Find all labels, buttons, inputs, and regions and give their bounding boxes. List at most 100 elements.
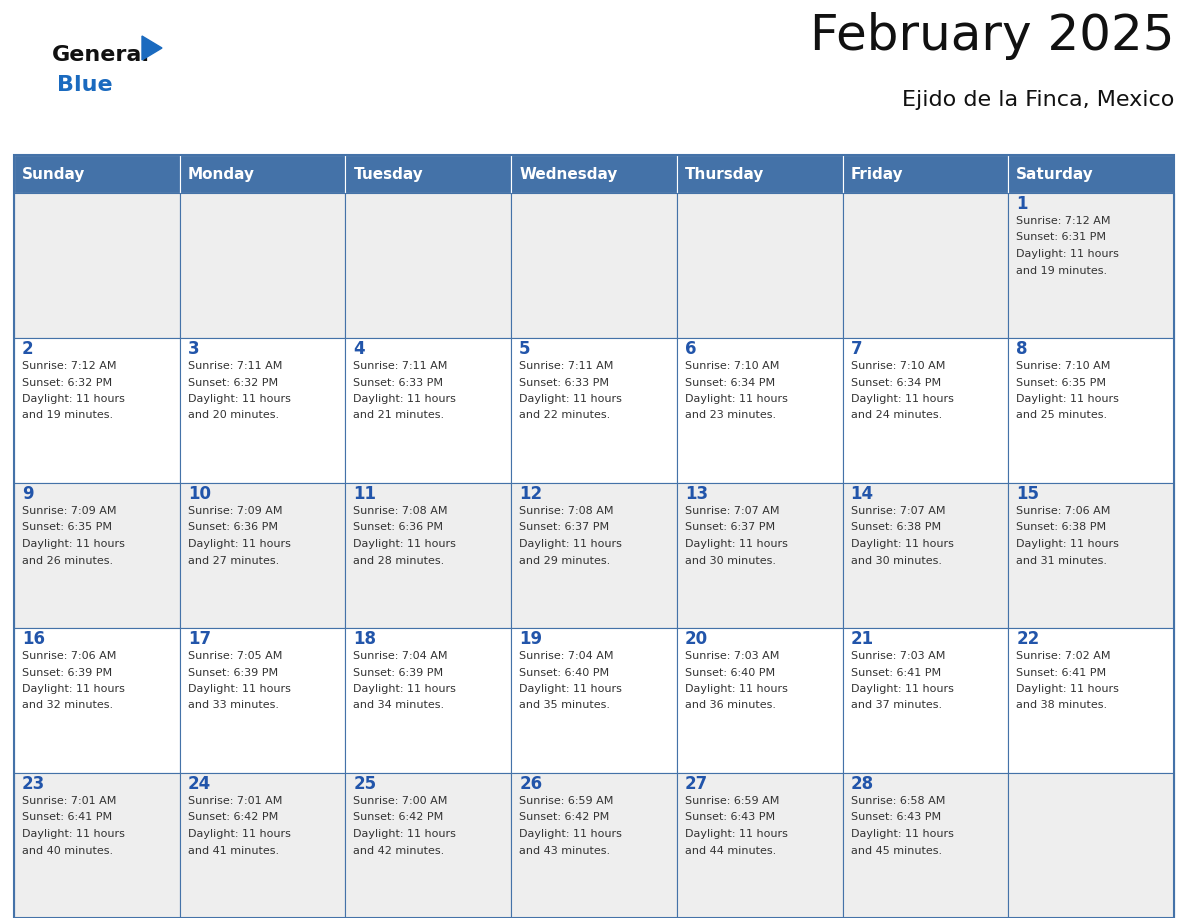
Text: Sunset: 6:38 PM: Sunset: 6:38 PM <box>1016 522 1106 532</box>
Text: Daylight: 11 hours: Daylight: 11 hours <box>684 829 788 839</box>
Bar <box>14 338 179 483</box>
Text: Sunrise: 7:07 AM: Sunrise: 7:07 AM <box>851 506 946 516</box>
Text: Sunset: 6:43 PM: Sunset: 6:43 PM <box>684 812 775 823</box>
Text: 19: 19 <box>519 630 542 648</box>
Text: Sunset: 6:35 PM: Sunset: 6:35 PM <box>23 522 112 532</box>
Text: 11: 11 <box>353 485 377 503</box>
Text: Sunrise: 6:59 AM: Sunrise: 6:59 AM <box>684 796 779 806</box>
Bar <box>511 483 677 628</box>
Bar <box>346 338 511 483</box>
Text: and 36 minutes.: and 36 minutes. <box>684 700 776 711</box>
Text: and 29 minutes.: and 29 minutes. <box>519 555 611 565</box>
Bar <box>511 155 677 193</box>
Bar <box>346 773 511 918</box>
Text: 26: 26 <box>519 775 542 793</box>
Bar <box>677 483 842 628</box>
Text: Daylight: 11 hours: Daylight: 11 hours <box>851 539 954 549</box>
Text: 5: 5 <box>519 340 531 358</box>
Text: and 25 minutes.: and 25 minutes. <box>1016 410 1107 420</box>
Text: Sunset: 6:42 PM: Sunset: 6:42 PM <box>188 812 278 823</box>
Text: Sunday: Sunday <box>23 166 86 182</box>
Text: Sunrise: 7:07 AM: Sunrise: 7:07 AM <box>684 506 779 516</box>
Text: Daylight: 11 hours: Daylight: 11 hours <box>23 539 125 549</box>
Bar <box>346 628 511 773</box>
Text: General: General <box>52 45 150 65</box>
Polygon shape <box>143 36 162 60</box>
Text: Sunrise: 7:10 AM: Sunrise: 7:10 AM <box>1016 361 1111 371</box>
Text: Daylight: 11 hours: Daylight: 11 hours <box>684 394 788 404</box>
Bar <box>179 628 346 773</box>
Text: Daylight: 11 hours: Daylight: 11 hours <box>1016 684 1119 694</box>
Bar <box>346 155 511 193</box>
Bar <box>842 193 1009 338</box>
Text: Sunset: 6:35 PM: Sunset: 6:35 PM <box>1016 377 1106 387</box>
Text: and 41 minutes.: and 41 minutes. <box>188 845 279 856</box>
Text: Sunrise: 7:08 AM: Sunrise: 7:08 AM <box>353 506 448 516</box>
Text: Ejido de la Finca, Mexico: Ejido de la Finca, Mexico <box>902 90 1174 110</box>
Text: Sunset: 6:34 PM: Sunset: 6:34 PM <box>851 377 941 387</box>
Text: and 27 minutes.: and 27 minutes. <box>188 555 279 565</box>
Bar <box>511 628 677 773</box>
Text: and 32 minutes.: and 32 minutes. <box>23 700 113 711</box>
Text: Sunset: 6:43 PM: Sunset: 6:43 PM <box>851 812 941 823</box>
Text: Daylight: 11 hours: Daylight: 11 hours <box>851 829 954 839</box>
Text: Sunset: 6:33 PM: Sunset: 6:33 PM <box>353 377 443 387</box>
Bar <box>842 155 1009 193</box>
Text: Sunset: 6:41 PM: Sunset: 6:41 PM <box>23 812 112 823</box>
Text: Daylight: 11 hours: Daylight: 11 hours <box>519 829 623 839</box>
Bar <box>511 193 677 338</box>
Text: Sunrise: 6:59 AM: Sunrise: 6:59 AM <box>519 796 613 806</box>
Bar <box>346 483 511 628</box>
Bar <box>14 155 179 193</box>
Bar <box>677 193 842 338</box>
Bar <box>511 773 677 918</box>
Text: and 37 minutes.: and 37 minutes. <box>851 700 942 711</box>
Text: Sunrise: 7:03 AM: Sunrise: 7:03 AM <box>851 651 944 661</box>
Bar <box>842 338 1009 483</box>
Text: Sunset: 6:37 PM: Sunset: 6:37 PM <box>519 522 609 532</box>
Text: 27: 27 <box>684 775 708 793</box>
Text: 28: 28 <box>851 775 873 793</box>
Text: and 33 minutes.: and 33 minutes. <box>188 700 279 711</box>
Bar <box>179 338 346 483</box>
Text: Sunrise: 7:04 AM: Sunrise: 7:04 AM <box>353 651 448 661</box>
Bar <box>14 773 179 918</box>
Text: Sunrise: 7:01 AM: Sunrise: 7:01 AM <box>23 796 116 806</box>
Text: and 30 minutes.: and 30 minutes. <box>851 555 942 565</box>
Text: 14: 14 <box>851 485 873 503</box>
Bar <box>677 773 842 918</box>
Bar <box>1009 773 1174 918</box>
Bar <box>179 155 346 193</box>
Text: Daylight: 11 hours: Daylight: 11 hours <box>519 539 623 549</box>
Text: and 34 minutes.: and 34 minutes. <box>353 700 444 711</box>
Text: and 28 minutes.: and 28 minutes. <box>353 555 444 565</box>
Text: 12: 12 <box>519 485 542 503</box>
Text: and 44 minutes.: and 44 minutes. <box>684 845 776 856</box>
Text: Sunset: 6:36 PM: Sunset: 6:36 PM <box>188 522 278 532</box>
Text: Daylight: 11 hours: Daylight: 11 hours <box>851 394 954 404</box>
Bar <box>1009 155 1174 193</box>
Text: Daylight: 11 hours: Daylight: 11 hours <box>519 394 623 404</box>
Text: Sunset: 6:42 PM: Sunset: 6:42 PM <box>353 812 443 823</box>
Bar <box>179 773 346 918</box>
Bar <box>346 193 511 338</box>
Text: 8: 8 <box>1016 340 1028 358</box>
Bar <box>842 483 1009 628</box>
Bar <box>14 155 1174 918</box>
Text: Daylight: 11 hours: Daylight: 11 hours <box>851 684 954 694</box>
Text: 13: 13 <box>684 485 708 503</box>
Text: Sunset: 6:41 PM: Sunset: 6:41 PM <box>851 667 941 677</box>
Text: Daylight: 11 hours: Daylight: 11 hours <box>188 684 291 694</box>
Text: Sunset: 6:41 PM: Sunset: 6:41 PM <box>1016 667 1106 677</box>
Text: Friday: Friday <box>851 166 903 182</box>
Text: Daylight: 11 hours: Daylight: 11 hours <box>684 539 788 549</box>
Bar <box>179 483 346 628</box>
Text: 10: 10 <box>188 485 210 503</box>
Text: Tuesday: Tuesday <box>353 166 423 182</box>
Text: February 2025: February 2025 <box>809 12 1174 60</box>
Text: 18: 18 <box>353 630 377 648</box>
Bar <box>677 628 842 773</box>
Text: 16: 16 <box>23 630 45 648</box>
Bar <box>14 193 179 338</box>
Text: Sunrise: 7:06 AM: Sunrise: 7:06 AM <box>23 651 116 661</box>
